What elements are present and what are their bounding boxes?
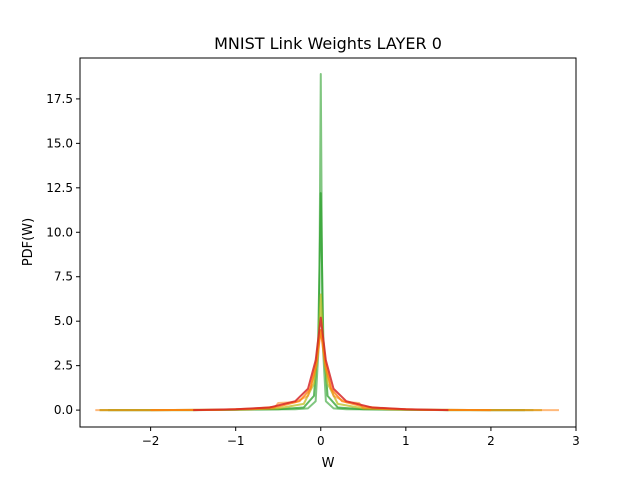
x-axis-label: W [322,456,335,471]
x-tick-label: 0 [317,434,325,448]
y-tick-label: 2.5 [54,359,73,373]
plot-frame [79,57,577,428]
x-tick-label: −1 [227,434,245,448]
y-tick-label: 5.0 [54,314,73,328]
chart-title: MNIST Link Weights LAYER 0 [214,34,442,53]
y-tick-label: 0.0 [54,403,73,417]
y-tick-label: 15.0 [46,136,73,150]
series-layer [95,73,559,412]
series-line-5 [150,329,491,412]
x-tick-label: 1 [402,434,410,448]
x-tick-label: 2 [487,434,495,448]
x-tick-label: 3 [572,434,580,448]
y-tick-label: 7.5 [54,270,73,284]
y-tick-label: 17.5 [46,92,73,106]
y-axis-label: PDF(W) [21,218,36,266]
series-line-3 [99,293,542,412]
y-tick-label: 10.0 [46,225,73,239]
series-line-6 [193,316,449,412]
x-axis: −2 −1 0 1 2 3 [142,427,580,448]
y-axis: 0.0 2.5 5.0 7.5 10.0 12.5 15.0 17.5 [46,92,80,417]
x-tick-label: −2 [142,434,160,448]
y-tick-label: 12.5 [46,181,73,195]
